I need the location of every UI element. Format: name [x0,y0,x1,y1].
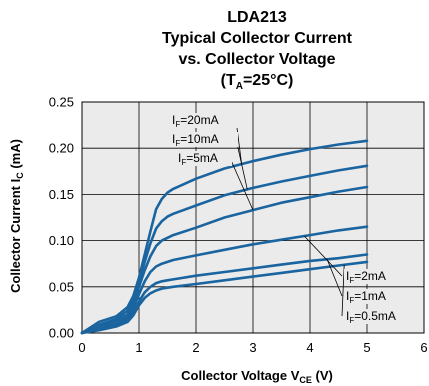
y-axis-label-main: Collector Current I [8,179,23,293]
series-line-6 [80,260,369,335]
x-tick-label: 2 [192,340,199,355]
annotation-label-background [344,289,408,304]
annotation-label-if-0-5ma: IF=0.5mA [346,309,396,325]
y-tick-label: 0.10 [49,233,74,248]
annotation-labels: IF=20mA IF=10mA IF=5mA IF=2mA IF=1mA IF=0.5mA [170,113,408,325]
annotation-label-background [344,309,408,324]
title-condition-rest: =25°C [243,72,289,89]
annotation-label-if-5ma: IF=5mA [178,151,218,167]
annotation-label-if-2ma: IF=2mA [346,269,386,285]
x-tick-label: 6 [420,340,427,355]
annotation-label-background [176,151,232,166]
y-tick-label: 0.25 [49,95,74,110]
x-tick-label: 0 [78,340,85,355]
annotation-label-if-20ma: IF=20mA [172,113,219,129]
x-tick-label: 4 [306,340,313,355]
grid [82,102,424,333]
annotation-leaders [229,119,345,317]
series-line-4 [80,225,369,335]
annotation-leader-line [304,235,343,277]
plot-frame [81,101,425,334]
annotation-leader-line [235,138,248,190]
series-line-1 [80,139,369,335]
chart-title-condition: (TA=25°C) [221,72,294,92]
annotation-label-background [170,132,238,147]
x-tick-label: 5 [363,340,370,355]
annotation-label-if-1ma: IF=1mA [346,289,386,305]
x-tick-label: 1 [135,340,142,355]
annotation-label-if-10ma: IF=10mA [172,132,219,148]
y-axis-label-rest: (mA) [8,139,23,172]
annotation-leader-line [326,259,343,297]
y-tick-label: 0.00 [49,326,74,341]
x-axis-label-sub: CE [299,375,312,385]
series-line-2 [80,164,369,335]
y-tick-label: 0.05 [49,279,74,294]
x-axis-label-main: Collector Voltage V [181,368,300,383]
chart-title-line-1: LDA213 [227,9,287,26]
annotation-label-background [170,113,238,128]
x-axis-label-rest: (V) [312,368,333,383]
x-tick-label: 3 [249,340,256,355]
title-condition-main: T [226,72,236,89]
annotation-leader-line [229,157,254,211]
y-axis-label: Collector Current IC (mA) [8,139,25,293]
annotation-label-background [344,269,408,284]
y-tick-label: 0.20 [49,141,74,156]
title-condition-sub: A [236,81,243,92]
series-line-3 [80,185,369,335]
annotation-leader-line [341,264,345,317]
series-group [80,139,369,335]
chart-title-line-3: vs. Collector Voltage [178,51,335,68]
y-tick-label: 0.15 [49,187,74,202]
tick-labels: 0 1 2 3 4 5 6 0.00 0.05 0.10 0.15 0.20 0.25 [49,95,428,356]
x-axis-label: Collector Voltage VCE (V) [181,368,333,385]
chart-title-line-2: Typical Collector Current [162,30,353,47]
y-axis-label-sub: C [15,172,25,179]
